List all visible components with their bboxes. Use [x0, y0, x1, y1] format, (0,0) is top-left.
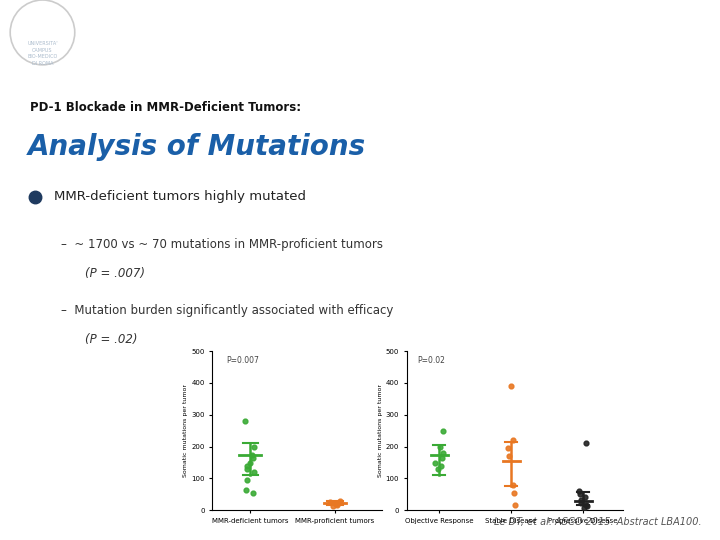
Point	[575, 496, 587, 504]
Point	[507, 436, 518, 444]
Text: (P = .02): (P = .02)	[85, 333, 138, 346]
Point	[330, 500, 342, 508]
Point	[248, 468, 259, 476]
Point	[580, 439, 591, 448]
Point	[432, 464, 444, 473]
Point	[327, 501, 338, 510]
Text: –  ~ 1700 vs ~ 70 mutations in MMR-proficient tumors: – ~ 1700 vs ~ 70 mutations in MMR-profic…	[61, 238, 383, 251]
Text: PD-1 Blockade in MMR-Deficient Tumors:: PD-1 Blockade in MMR-Deficient Tumors:	[30, 101, 302, 114]
Point	[436, 461, 447, 470]
Point	[505, 382, 517, 390]
Point	[438, 427, 449, 435]
Point	[581, 502, 593, 511]
Point	[580, 492, 591, 501]
Point	[246, 450, 258, 459]
Text: MMR-deficient tumors highly mutated: MMR-deficient tumors highly mutated	[54, 190, 306, 203]
Point	[330, 498, 341, 507]
Point	[503, 452, 515, 461]
Text: UNIVERSITA'
CAMPUS
BIO-MEDICO
DI ROMA: UNIVERSITA' CAMPUS BIO-MEDICO DI ROMA	[27, 41, 58, 66]
Text: (P = .007): (P = .007)	[85, 267, 145, 280]
Point	[332, 500, 343, 509]
Text: Immune Checkpoint Inhibition: Immune Checkpoint Inhibition	[112, 35, 416, 53]
Y-axis label: Somatic mutations per tumor: Somatic mutations per tumor	[184, 384, 189, 477]
Point	[436, 454, 448, 462]
Text: P=0.007: P=0.007	[226, 356, 258, 365]
Point	[509, 500, 521, 509]
Text: –  Mutation burden significantly associated with efficacy: – Mutation burden significantly associat…	[61, 303, 394, 316]
Point	[241, 464, 253, 473]
Point	[248, 454, 259, 462]
Point	[333, 499, 344, 508]
Point	[578, 503, 590, 512]
Point	[508, 489, 520, 497]
Point	[334, 497, 346, 505]
Text: Le DT, et al. ASCO 2015. Abstract LBA100.: Le DT, et al. ASCO 2015. Abstract LBA100…	[495, 517, 702, 527]
Point	[248, 442, 259, 451]
Text: P=0.02: P=0.02	[418, 356, 446, 365]
Point	[240, 476, 252, 484]
Point	[239, 417, 251, 426]
Point	[573, 486, 585, 495]
Point	[575, 499, 587, 508]
Point	[245, 458, 256, 467]
Point	[240, 485, 251, 494]
Point	[580, 500, 592, 509]
Point	[241, 461, 253, 470]
Point	[508, 481, 519, 489]
Text: Analysis of Mutations: Analysis of Mutations	[27, 133, 366, 161]
Point	[324, 498, 336, 507]
Point	[503, 444, 514, 453]
Point	[434, 442, 446, 451]
Point	[574, 489, 585, 498]
Point	[437, 449, 449, 457]
Y-axis label: Somatic mutations per tumor: Somatic mutations per tumor	[378, 384, 383, 477]
Point	[247, 489, 258, 497]
Point	[429, 458, 441, 467]
